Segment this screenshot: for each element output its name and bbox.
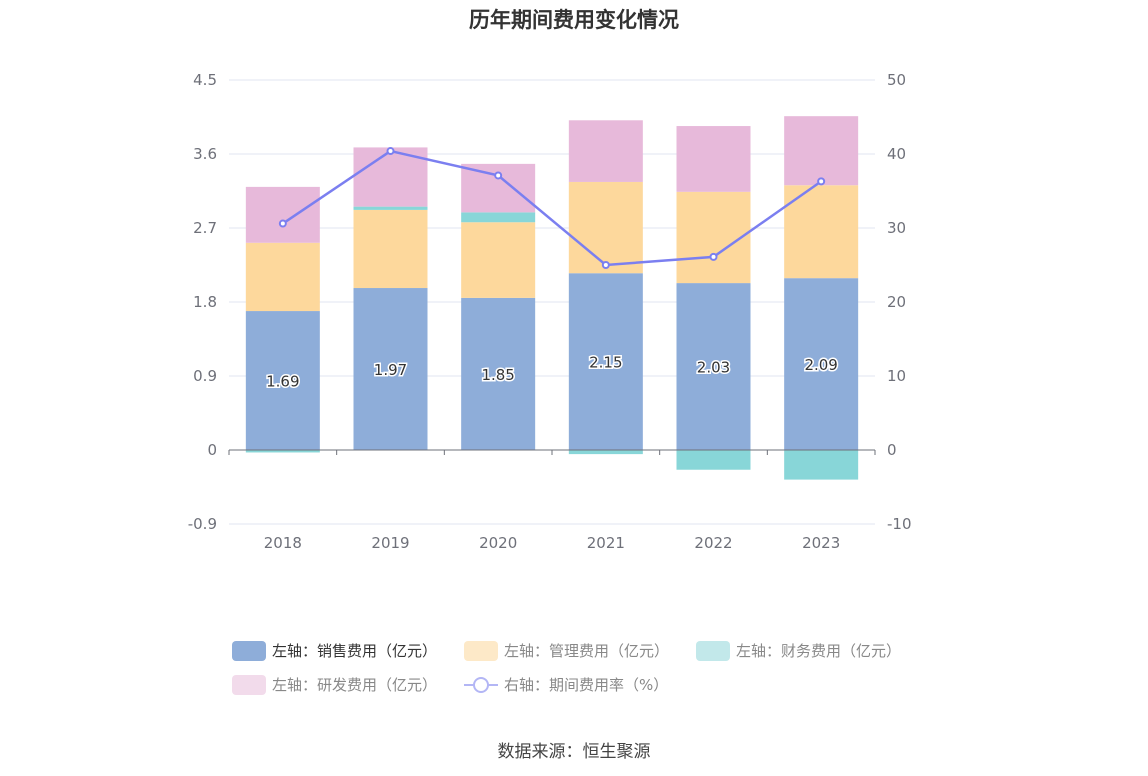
legend-swatch-sales bbox=[232, 640, 266, 661]
legend-item-expense-rate[interactable]: 右轴：期间费用率（%） bbox=[464, 674, 668, 695]
legend-line-icon bbox=[464, 675, 498, 695]
x-axis-tick-label: 2019 bbox=[371, 534, 409, 552]
legend-swatch-rnd bbox=[232, 674, 266, 695]
bar-rnd-2018 bbox=[245, 186, 320, 243]
legend-swatch-admin bbox=[464, 640, 498, 661]
sales-data-label: 2.15 bbox=[589, 354, 622, 372]
legend-item-sales[interactable]: 左轴：销售费用（亿元） bbox=[232, 640, 437, 661]
bar-sales-2020 bbox=[461, 297, 536, 450]
chart-canvas: 4.5 3.6 2.7 1.8 0.9 0 -0.9 50 40 30 20 10 0 -10 2018 20… bbox=[188, 71, 912, 552]
left-axis-tick-label: 1.8 bbox=[193, 293, 217, 311]
bar-admin-2022 bbox=[676, 191, 751, 284]
expense-rate-point bbox=[494, 171, 503, 180]
x-axis-tick-label: 2020 bbox=[479, 534, 517, 552]
bar-rnd-2022 bbox=[676, 126, 751, 192]
bar-finance-2019 bbox=[353, 206, 428, 210]
legend-item-admin[interactable]: 左轴：管理费用（亿元） bbox=[464, 640, 669, 661]
bar-sales-2021 bbox=[568, 273, 643, 450]
bar-finance-2018 bbox=[245, 450, 320, 453]
expense-rate-point bbox=[386, 147, 395, 156]
bar-rnd-2023 bbox=[784, 116, 859, 186]
left-axis-tick-label: 2.7 bbox=[193, 219, 217, 237]
bar-finance-2022 bbox=[676, 450, 751, 470]
expense-rate-point bbox=[817, 177, 826, 186]
x-axis-tick-label: 2023 bbox=[802, 534, 840, 552]
sales-data-label: 2.09 bbox=[804, 356, 837, 374]
left-axis-tick-label: 3.6 bbox=[193, 145, 217, 163]
legend-item-finance[interactable]: 左轴：财务费用（亿元） bbox=[696, 640, 901, 661]
sales-data-label: 1.85 bbox=[481, 366, 514, 384]
legend-item-rnd[interactable]: 左轴：研发费用（亿元） bbox=[232, 674, 437, 695]
legend-label-finance: 左轴：财务费用（亿元） bbox=[736, 642, 902, 660]
right-axis-tick-label: -10 bbox=[887, 515, 912, 533]
bar-sales-2023 bbox=[784, 278, 859, 450]
left-axis-tick-label: -0.9 bbox=[188, 515, 217, 533]
legend-label-rnd: 左轴：研发费用（亿元） bbox=[272, 676, 438, 694]
legend-label-admin: 左轴：管理费用（亿元） bbox=[504, 642, 670, 660]
left-axis-tick-label: 4.5 bbox=[193, 71, 217, 89]
x-axis-tick-label: 2022 bbox=[694, 534, 732, 552]
expense-rate-point bbox=[709, 252, 718, 261]
left-axis-tick-label: 0.9 bbox=[193, 367, 217, 385]
bar-sales-2019 bbox=[353, 288, 428, 450]
sales-data-label: 1.69 bbox=[266, 373, 299, 391]
bar-admin-2018 bbox=[245, 242, 320, 312]
bar-admin-2019 bbox=[353, 209, 428, 289]
bar-rnd-2021 bbox=[568, 120, 643, 182]
right-axis-tick-label: 50 bbox=[887, 71, 906, 89]
bar-admin-2021 bbox=[568, 181, 643, 274]
chart-title: 历年期间费用变化情况 bbox=[469, 8, 679, 32]
bar-rnd-2020 bbox=[461, 163, 536, 213]
expense-rate-line bbox=[282, 149, 822, 267]
bar-finance-2021 bbox=[568, 450, 643, 455]
right-axis-tick-label: 0 bbox=[887, 441, 897, 459]
bar-admin-2023 bbox=[784, 185, 859, 279]
bar-sales-2022 bbox=[676, 283, 751, 450]
bar-finance-2023 bbox=[784, 450, 859, 480]
right-axis-tick-label: 40 bbox=[887, 145, 906, 163]
sales-data-label: 1.97 bbox=[374, 361, 407, 379]
sales-data-label: 2.03 bbox=[697, 359, 730, 377]
x-axis-tick-label: 2018 bbox=[264, 534, 302, 552]
left-axis-tick-label: 0 bbox=[207, 441, 217, 459]
legend-label-expense-rate: 右轴：期间费用率（%） bbox=[504, 676, 669, 694]
expense-rate-point bbox=[601, 261, 610, 269]
legend-label-sales: 左轴：销售费用（亿元） bbox=[272, 642, 438, 660]
expense-rate-point bbox=[278, 219, 287, 228]
right-axis-tick-label: 10 bbox=[887, 367, 906, 385]
x-axis-tick-label: 2021 bbox=[587, 534, 625, 552]
data-source: 数据来源：恒生聚源 bbox=[497, 742, 651, 762]
right-axis-tick-label: 20 bbox=[887, 293, 906, 311]
legend-swatch-finance bbox=[696, 640, 730, 661]
bar-sales-2018 bbox=[245, 311, 320, 450]
bar-admin-2020 bbox=[461, 222, 536, 298]
bar-finance-2020 bbox=[461, 212, 536, 223]
right-axis-tick-label: 30 bbox=[887, 219, 906, 237]
